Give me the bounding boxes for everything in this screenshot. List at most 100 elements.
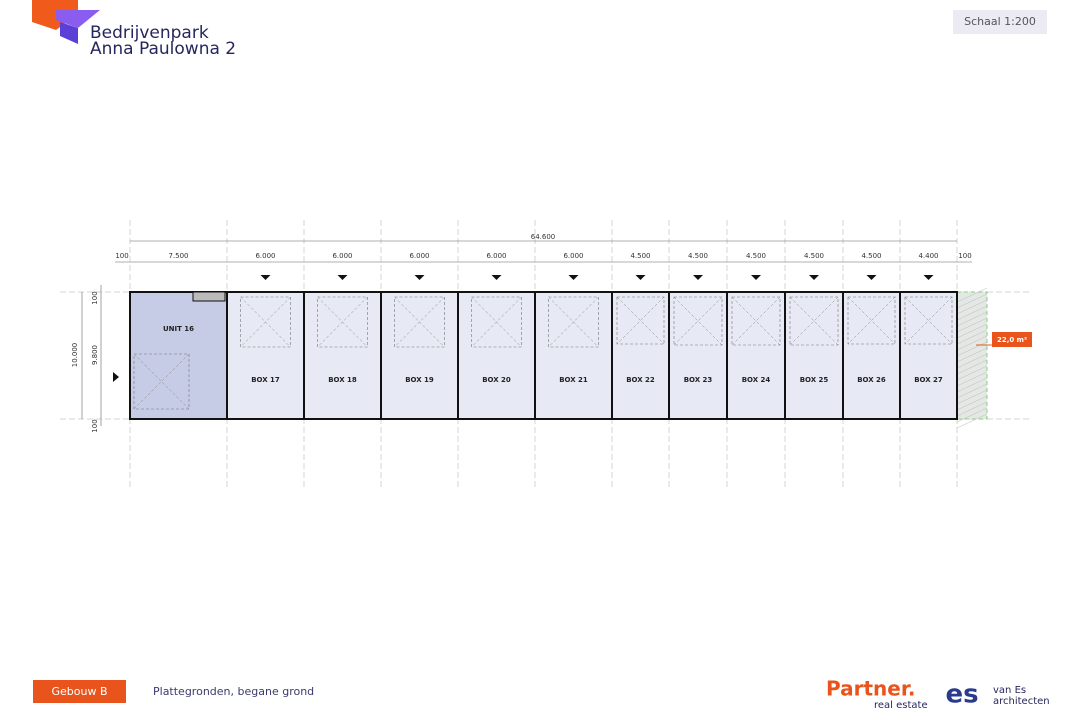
- dimension: 4.500: [630, 252, 650, 260]
- door-arrow: [751, 275, 761, 280]
- pit-cross: [789, 296, 839, 346]
- pit-cross: [673, 296, 723, 346]
- area-badge: [992, 332, 1032, 347]
- floor-plan: 64.600 100 7.500 6.000 6.000 6.000 6.000 6.000 4…: [60, 220, 1032, 490]
- partner-sub: real estate: [874, 700, 928, 711]
- door-arrow: [337, 275, 348, 280]
- unit-label: BOX 19: [405, 376, 434, 384]
- pit: [731, 296, 781, 346]
- dimension: 4.500: [861, 252, 881, 260]
- hatch: [956, 389, 988, 405]
- pit-cross: [904, 296, 953, 345]
- hatch: [956, 353, 988, 369]
- pit-cross: [904, 296, 953, 345]
- pit-cross: [133, 353, 190, 410]
- dimension: 10.000: [71, 343, 79, 368]
- area-label: 22,0 m²: [997, 336, 1027, 344]
- hatch: [956, 329, 988, 345]
- hatch: [956, 341, 988, 357]
- title: Anna Paulowna 2: [90, 39, 236, 59]
- box: [726, 291, 786, 420]
- unit-label: BOX 18: [328, 376, 357, 384]
- pit-cross: [240, 296, 291, 348]
- hatch: [956, 335, 988, 351]
- box: [534, 291, 613, 420]
- dimension: 100: [91, 419, 99, 432]
- dimension: 4.500: [746, 252, 766, 260]
- unit-label: BOX 23: [684, 376, 713, 384]
- pit: [789, 296, 839, 346]
- dimension: 9.800: [91, 345, 99, 365]
- pit-cross: [616, 296, 665, 345]
- door-arrow: [809, 275, 819, 280]
- dimension: 4.500: [688, 252, 708, 260]
- hatch: [956, 395, 988, 411]
- door-arrow: [414, 275, 425, 280]
- outdoor-area: [956, 291, 988, 420]
- pit-cross: [317, 296, 368, 348]
- hatch: [956, 383, 988, 399]
- hatch: [956, 413, 988, 429]
- box: [611, 291, 670, 420]
- pit-cross: [616, 296, 665, 345]
- door-arrow: [923, 275, 934, 280]
- unit: [129, 291, 228, 420]
- pit-cross: [847, 296, 896, 345]
- architect-logo: es: [945, 680, 978, 710]
- dimension: 7.500: [168, 252, 188, 260]
- dimension: 6.000: [255, 252, 275, 260]
- dimension: 64.600: [531, 233, 556, 241]
- hatch: [956, 311, 988, 327]
- dimension: 6.000: [409, 252, 429, 260]
- partner-logo: Partner.: [826, 677, 915, 701]
- hatch: [956, 371, 988, 387]
- pit-cross: [731, 296, 781, 346]
- hatch: [956, 359, 988, 375]
- unit-label: BOX 27: [914, 376, 943, 384]
- building-badge: [33, 680, 126, 703]
- entrance-arrow: [113, 372, 119, 382]
- dimension: 4.500: [804, 252, 824, 260]
- pit: [317, 296, 368, 348]
- hatch: [956, 401, 988, 417]
- door-arrow: [568, 275, 579, 280]
- pit-cross: [394, 296, 445, 348]
- logo: [32, 0, 100, 44]
- hatch: [956, 377, 988, 393]
- pit: [394, 296, 445, 348]
- hatch: [956, 407, 988, 423]
- box: [784, 291, 844, 420]
- hatch: [956, 365, 988, 381]
- architect-name: van Es: [993, 685, 1026, 696]
- pit-cross: [789, 296, 839, 346]
- pit: [904, 296, 953, 345]
- unit-label: BOX 25: [800, 376, 829, 384]
- dimension: 100: [958, 252, 971, 260]
- unit-label: BOX 24: [742, 376, 771, 384]
- box: [303, 291, 382, 420]
- scale: Schaal 1:200: [964, 15, 1036, 28]
- unit-label: BOX 17: [251, 376, 280, 384]
- box: [226, 291, 305, 420]
- door-arrow: [260, 275, 271, 280]
- dimension: 100: [115, 252, 128, 260]
- box: [842, 291, 901, 420]
- pit: [847, 296, 896, 345]
- door-arrow: [693, 275, 703, 280]
- dimension: 6.000: [486, 252, 506, 260]
- unit-label: BOX 26: [857, 376, 886, 384]
- description: Plattegronden, begane grond: [153, 685, 314, 698]
- pit: [616, 296, 665, 345]
- pit-cross: [847, 296, 896, 345]
- pit-cross: [471, 296, 522, 348]
- box: [668, 291, 728, 420]
- hatch: [956, 299, 988, 315]
- pit: [548, 296, 599, 348]
- door-arrow: [635, 275, 646, 280]
- hatch: [956, 347, 988, 363]
- unit-label: UNIT 16: [163, 325, 194, 333]
- hatch: [956, 293, 988, 309]
- unit-label: BOX 20: [482, 376, 511, 384]
- entrance: [192, 291, 226, 302]
